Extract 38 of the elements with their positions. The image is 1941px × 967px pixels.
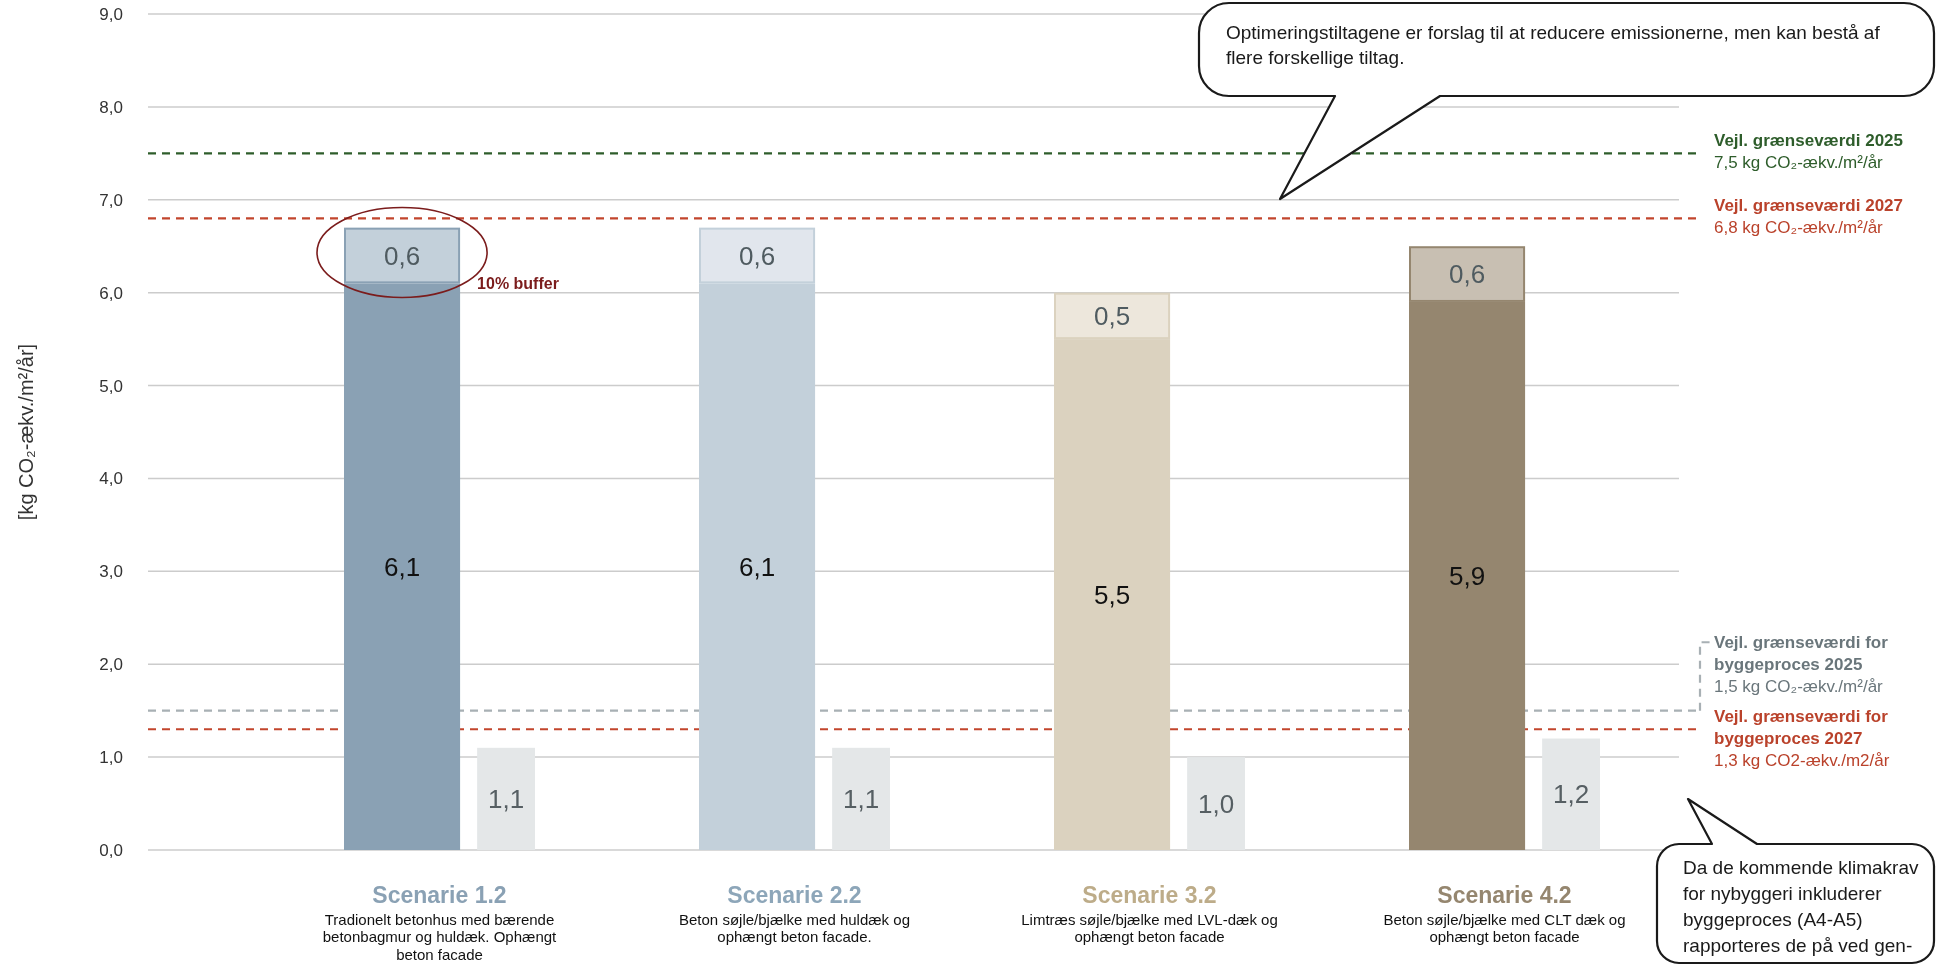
x-tick-label: Scenarie 4.2: [1437, 882, 1572, 908]
data-label: 1,1: [487, 783, 525, 814]
data-label: 0,6: [383, 240, 421, 271]
data-label: 1,2: [1552, 779, 1590, 810]
y-tick-label: 0,0: [99, 840, 123, 860]
x-tick-label: Scenarie 2.2: [727, 882, 862, 908]
y-tick-label: 6,0: [99, 283, 123, 303]
ref-line-label: Vejl. grænseværdi 2025 7,5 kg CO₂-ækv./m²/år: [1714, 130, 1903, 172]
y-tick-label: 9,0: [99, 4, 123, 24]
y-axis-title: [kg CO₂-ækv./m²/år]: [15, 343, 37, 521]
data-label: 5,9: [1448, 560, 1486, 591]
y-tick-label: 1,0: [99, 748, 123, 768]
data-label: 6,1: [383, 551, 421, 582]
y-tick-label: 2,0: [99, 655, 123, 675]
data-label: 0,6: [738, 240, 776, 271]
y-tick-label: 3,0: [99, 562, 123, 582]
y-tick-label: 7,0: [99, 190, 123, 210]
y-tick-label: 8,0: [99, 97, 123, 117]
annotation: 10% buffer: [477, 274, 559, 292]
x-tick-label: Scenarie 1.2: [372, 882, 507, 908]
text: Tradionelt betonhus med bærende betonbagmur og huldæk. Ophængt beton facade: [322, 910, 558, 963]
data-label: 6,1: [738, 551, 776, 582]
data-label: 1,1: [842, 783, 880, 814]
x-tick-label: Scenarie 3.2: [1082, 882, 1217, 908]
annotation: Optimeringstiltagene er forslag til at reducere emissionerne, men kan bestå af flere forskellige tiltag.: [1226, 21, 1881, 68]
ref-line-label: Vejl. grænseværdi for byggeproces 2025 1,5 kg CO₂-ækv./m²/år: [1714, 632, 1889, 696]
data-label: 1,0: [1197, 788, 1235, 819]
ref-line-label: Vejl. grænseværdi 2027 6,8 kg CO₂-ækv./m²/år: [1714, 195, 1903, 237]
text: Limtræs søjle/bjælke med LVL-dæk og ophængt beton facade: [1021, 910, 1278, 945]
text: Beton søjle/bjælke med huldæk og ophængt beton facade.: [679, 910, 910, 945]
data-label: 5,5: [1093, 579, 1131, 610]
y-tick-label: 5,0: [99, 376, 123, 396]
text: Da de kommende klimakrav for nybyggeri inkluderer byggeproces (A4-A5) rapporteres de på ved gen-: [1683, 856, 1919, 956]
y-tick-label: 4,0: [99, 469, 123, 489]
data-label: 0,5: [1093, 300, 1131, 331]
data-label: 0,6: [1448, 259, 1486, 290]
text: Beton søjle/bjælke med CLT dæk og ophængt beton facade: [1383, 910, 1626, 945]
ref-line-label: Vejl. grænseværdi for byggeproces 2027 1,3 kg CO2-ækv./m2/år: [1714, 706, 1890, 770]
